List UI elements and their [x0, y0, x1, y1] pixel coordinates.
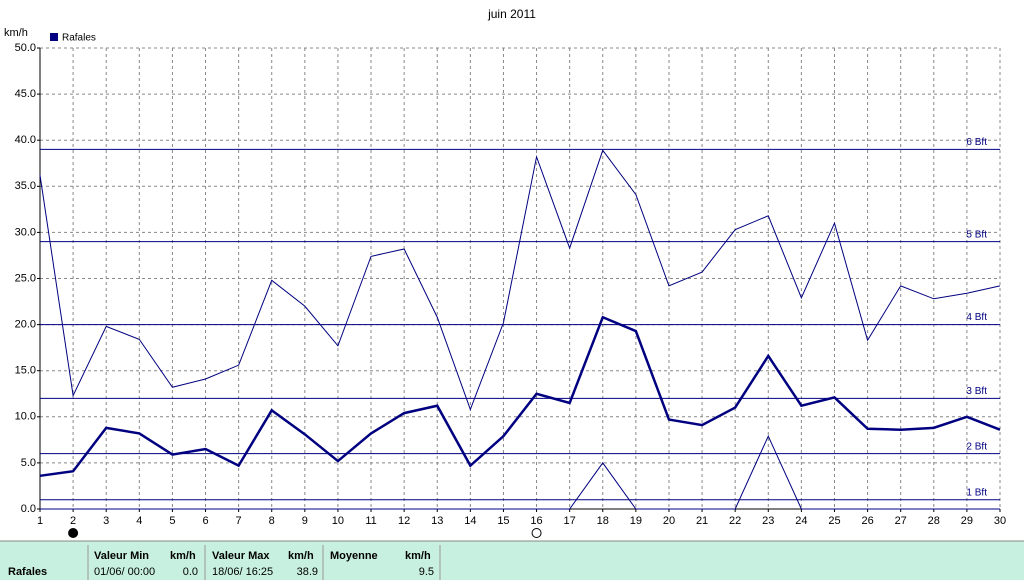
legend-swatch	[50, 33, 58, 41]
x-tick-label: 29	[961, 515, 973, 527]
x-tick-label: 16	[530, 515, 542, 527]
y-tick-label: 0.0	[21, 503, 36, 515]
table-cell: 01/06/ 00:00	[94, 566, 155, 578]
x-tick-label: 9	[302, 515, 308, 527]
x-tick-label: 27	[895, 515, 907, 527]
table-header: km/h	[405, 550, 431, 562]
table-header: Valeur Max	[212, 550, 270, 562]
x-tick-label: 11	[365, 515, 376, 527]
table-header: Valeur Min	[94, 550, 149, 562]
x-tick-label: 24	[795, 515, 807, 527]
y-tick-label: 25.0	[15, 272, 36, 284]
x-tick-label: 8	[269, 515, 275, 527]
x-tick-label: 19	[630, 515, 642, 527]
y-tick-label: 15.0	[15, 365, 36, 377]
x-tick-label: 15	[497, 515, 509, 527]
day-marker	[531, 528, 542, 538]
x-tick-label: 7	[236, 515, 242, 527]
y-tick-label: 45.0	[15, 88, 36, 100]
table-header: km/h	[170, 550, 196, 562]
x-tick-label: 5	[169, 515, 175, 527]
chart-title: juin 2011	[487, 7, 536, 21]
x-tick-label: 10	[332, 515, 344, 527]
table-cell: 38.9	[297, 566, 318, 578]
reference-label: 2 Bft	[966, 441, 987, 452]
y-tick-label: 50.0	[15, 42, 36, 54]
x-tick-label: 12	[398, 515, 410, 527]
reference-label: 1 Bft	[966, 487, 987, 498]
table-header: Moyenne	[330, 550, 378, 562]
reference-label: 3 Bft	[966, 386, 987, 397]
x-tick-label: 21	[696, 515, 708, 527]
x-tick-label: 28	[928, 515, 940, 527]
table-cell: 0.0	[183, 566, 198, 578]
x-tick-label: 17	[564, 515, 576, 527]
y-tick-label: 30.0	[15, 226, 36, 238]
x-tick-label: 23	[762, 515, 774, 527]
day-marker	[68, 528, 79, 538]
table-bg	[0, 541, 1024, 580]
x-tick-label: 30	[994, 515, 1006, 527]
y-tick-label: 5.0	[21, 457, 36, 469]
x-tick-label: 20	[663, 515, 675, 527]
y-axis-label: km/h	[4, 27, 28, 39]
table-cell: 9.5	[419, 566, 434, 578]
x-tick-label: 6	[202, 515, 208, 527]
y-tick-label: 20.0	[15, 319, 36, 331]
row-label: Rafales	[8, 566, 47, 578]
reference-label: 6 Bft	[966, 137, 987, 148]
series-line	[40, 434, 1000, 510]
x-tick-label: 14	[464, 515, 476, 527]
x-tick-label: 2	[70, 515, 76, 527]
x-tick-label: 18	[597, 515, 609, 527]
y-tick-label: 35.0	[15, 180, 36, 192]
x-tick-label: 3	[103, 515, 109, 527]
x-tick-label: 26	[861, 515, 873, 527]
table-header: km/h	[288, 550, 314, 562]
series-line	[39, 149, 1001, 411]
table-cell: 18/06/ 16:25	[212, 566, 273, 578]
y-tick-label: 10.0	[15, 411, 36, 423]
legend-label: Rafales	[62, 33, 96, 44]
x-tick-label: 25	[828, 515, 840, 527]
x-tick-label: 13	[431, 515, 443, 527]
x-tick-label: 22	[729, 515, 741, 527]
reference-label: 4 Bft	[966, 312, 987, 323]
y-tick-label: 40.0	[15, 134, 36, 146]
x-tick-label: 4	[136, 515, 142, 527]
series-line	[39, 315, 1001, 478]
x-tick-label: 1	[37, 515, 43, 527]
reference-label: 5 Bft	[966, 229, 987, 240]
